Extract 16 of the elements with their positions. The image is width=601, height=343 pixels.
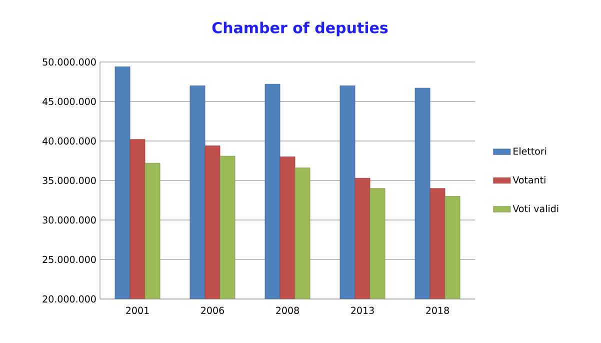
y-tick-label: 45.000.000: [42, 98, 96, 106]
legend-label: Votanti: [512, 176, 546, 184]
y-tick-label: 50.000.000: [42, 58, 96, 66]
y-tick-label: 35.000.000: [42, 176, 96, 184]
y-tick-label: 25.000.000: [42, 256, 96, 264]
chart-title: Chamber of deputies: [212, 22, 388, 36]
legend-label: Elettori: [514, 147, 546, 155]
y-tick-label: 30.000.000: [42, 216, 96, 224]
x-tick-label: 2008: [276, 306, 299, 314]
y-tick-label: 20.000.000: [42, 295, 96, 303]
x-tick-label: 2001: [126, 306, 149, 314]
x-tick-label: 2006: [201, 306, 224, 314]
y-tick-label: 40.000.000: [42, 137, 96, 145]
x-tick-label: 2018: [426, 306, 449, 314]
x-tick-label: 2013: [351, 306, 374, 314]
legend-label: Voti validi: [512, 204, 558, 212]
